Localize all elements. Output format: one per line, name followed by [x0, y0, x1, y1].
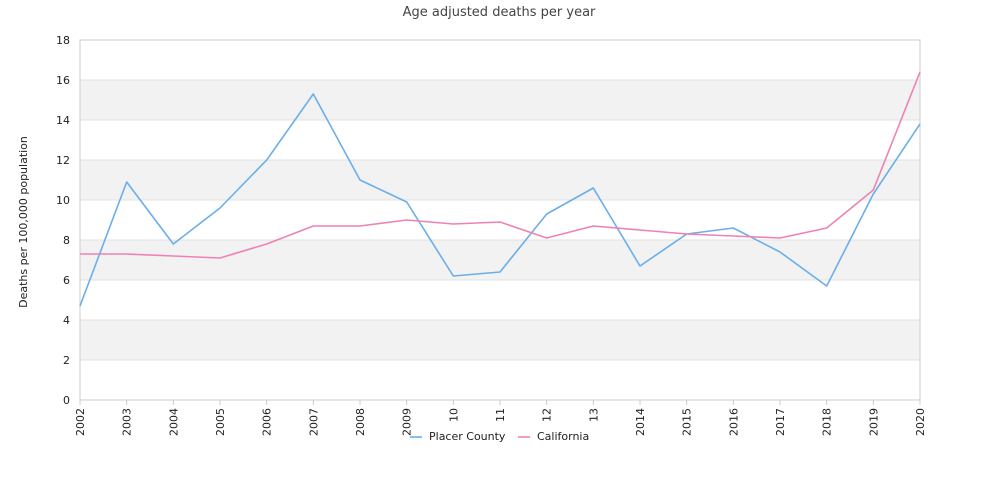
grid-band [80, 320, 920, 360]
x-tick-label: 2018 [821, 408, 834, 436]
x-tick-label: 2020 [914, 408, 927, 436]
x-tick-label: 2006 [261, 408, 274, 436]
legend: Placer County California [410, 430, 589, 443]
y-tick-label: 16 [56, 74, 70, 87]
y-tick-label: 10 [56, 194, 70, 207]
x-tick-label: 2014 [634, 408, 647, 436]
grid-band [80, 40, 920, 80]
grid-band [80, 80, 920, 120]
grid-band [80, 360, 920, 400]
grid-band [80, 280, 920, 320]
x-tick-label: 2015 [681, 408, 694, 436]
x-tick-label: 11 [494, 408, 507, 422]
x-tick-label: 2003 [121, 408, 134, 436]
x-tick-label: 12 [541, 408, 554, 422]
y-tick-label: 4 [63, 314, 70, 327]
y-tick-label: 2 [63, 354, 70, 367]
x-tick-label: 2009 [401, 408, 414, 436]
chart-title: Age adjusted deaths per year [403, 5, 596, 20]
grid-bands [80, 40, 920, 400]
x-tick-label: 2016 [727, 408, 740, 436]
series-line-california [80, 71, 921, 259]
y-tick-label: 0 [63, 394, 70, 407]
grid-band [80, 200, 920, 240]
x-tick-label: 10 [447, 408, 460, 422]
grid-band [80, 120, 920, 160]
y-tick-label: 8 [63, 234, 70, 247]
x-tick-label: 2002 [74, 408, 87, 436]
y-axis-ticks: 0 2 4 6 8 10 12 14 16 18 [56, 34, 70, 407]
y-tick-label: 12 [56, 154, 70, 167]
y-tick-label: 18 [56, 34, 70, 47]
series-lines [79, 71, 921, 307]
x-tick-label: 2019 [867, 408, 880, 436]
x-tick-label: 13 [587, 408, 600, 422]
y-tick-label: 6 [63, 274, 70, 287]
x-axis-ticks: 2002 2003 2004 2005 2006 2007 2008 2009 10 11 12 13… [74, 400, 927, 436]
grid-band [80, 160, 920, 200]
series-line-placer-county [79, 93, 921, 307]
y-axis-label: Deaths per 100,000 population [17, 136, 30, 308]
x-tick-label: 2017 [774, 408, 787, 436]
x-tick-label: 2004 [167, 408, 180, 436]
legend-label: California [537, 430, 589, 443]
x-tick-label: 2008 [354, 408, 367, 436]
x-tick-label: 2005 [214, 408, 227, 436]
legend-label: Placer County [429, 430, 506, 443]
grid-band [80, 240, 920, 280]
x-tick-label: 2007 [307, 408, 320, 436]
y-tick-label: 14 [56, 114, 70, 127]
